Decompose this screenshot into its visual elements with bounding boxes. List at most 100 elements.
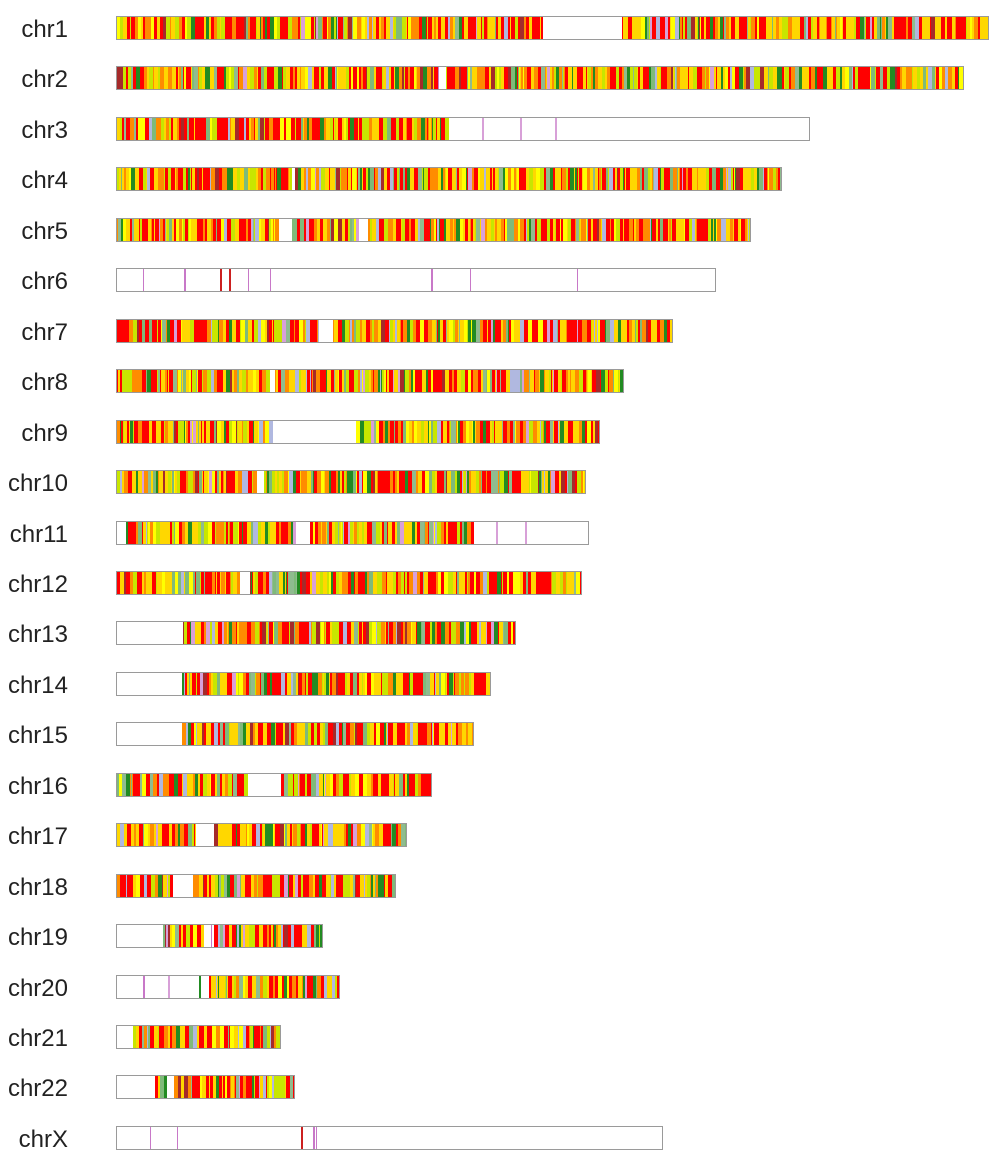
band <box>398 370 400 392</box>
chromosome-bar[interactable] <box>116 571 582 595</box>
band <box>496 572 497 594</box>
band <box>319 168 321 190</box>
band <box>389 622 393 644</box>
chromosome-bar[interactable] <box>116 722 474 746</box>
band <box>405 622 407 644</box>
band <box>414 118 417 140</box>
band <box>297 723 301 745</box>
band <box>423 168 424 190</box>
band <box>295 17 298 39</box>
band <box>703 17 704 39</box>
band <box>518 67 519 89</box>
band <box>349 67 350 89</box>
chromosome-bar[interactable] <box>116 420 600 444</box>
band <box>849 67 852 89</box>
band <box>398 824 399 846</box>
band <box>189 370 191 392</box>
band <box>350 320 352 342</box>
chromosome-bar[interactable] <box>116 773 432 797</box>
band <box>288 168 289 190</box>
band <box>285 572 286 594</box>
band <box>163 219 165 241</box>
chromosome-bar[interactable] <box>116 975 340 999</box>
band <box>467 572 468 594</box>
chromosome-bar[interactable] <box>116 1025 281 1049</box>
band <box>319 824 321 846</box>
band <box>332 471 336 493</box>
chromosome-bar[interactable] <box>116 924 323 948</box>
band <box>422 17 426 39</box>
band <box>300 824 301 846</box>
band <box>396 118 399 140</box>
band <box>191 1076 192 1098</box>
band <box>356 875 360 897</box>
band <box>386 370 387 392</box>
band <box>668 219 669 241</box>
band <box>196 421 198 443</box>
band <box>229 622 232 644</box>
band <box>441 118 445 140</box>
band <box>510 17 511 39</box>
band <box>174 421 176 443</box>
band <box>292 17 295 39</box>
chromosome-bar[interactable] <box>116 167 782 191</box>
band <box>365 673 367 695</box>
band <box>474 168 476 190</box>
band <box>293 471 296 493</box>
chromosome-bar[interactable] <box>116 823 407 847</box>
chromosome-bar[interactable] <box>116 470 586 494</box>
band <box>316 1127 317 1149</box>
band <box>208 572 212 594</box>
chromosome-bar[interactable] <box>116 268 716 292</box>
chromosome-bar[interactable] <box>116 1075 295 1099</box>
band <box>404 572 405 594</box>
band <box>446 320 447 342</box>
band <box>117 471 120 493</box>
band <box>216 421 217 443</box>
band <box>405 219 409 241</box>
band <box>866 67 870 89</box>
chromosome-bar[interactable] <box>116 521 589 545</box>
band <box>330 723 332 745</box>
band <box>941 17 945 39</box>
chromosome-bar[interactable] <box>116 621 516 645</box>
band <box>715 17 718 39</box>
band <box>236 320 240 342</box>
band <box>407 572 409 594</box>
band <box>928 67 932 89</box>
band <box>238 723 240 745</box>
band <box>117 572 120 594</box>
band <box>250 168 252 190</box>
chromosome-bar[interactable] <box>116 1126 663 1150</box>
band <box>132 774 133 796</box>
chromosome-bar[interactable] <box>116 218 751 242</box>
band <box>330 824 333 846</box>
chromosome-bar[interactable] <box>116 369 624 393</box>
band <box>887 67 890 89</box>
band <box>555 168 559 190</box>
band <box>311 168 315 190</box>
band <box>188 723 191 745</box>
chromosome-bar[interactable] <box>116 16 989 40</box>
band <box>206 118 210 140</box>
chromosome-bar[interactable] <box>116 319 673 343</box>
band <box>329 522 332 544</box>
chromosome-bar[interactable] <box>116 117 810 141</box>
band <box>376 723 380 745</box>
band <box>679 17 680 39</box>
band <box>194 320 197 342</box>
band <box>701 67 702 89</box>
band <box>341 673 345 695</box>
band <box>543 421 544 443</box>
band <box>193 118 194 140</box>
band <box>731 17 735 39</box>
band <box>724 17 726 39</box>
chromosome-row-chr21: chr21 <box>0 1025 991 1052</box>
band <box>259 421 263 443</box>
chromosome-bar[interactable] <box>116 66 964 90</box>
band <box>434 17 436 39</box>
chromosome-bar[interactable] <box>116 672 491 696</box>
band <box>235 1076 236 1098</box>
band <box>483 471 485 493</box>
chromosome-bar[interactable] <box>116 874 396 898</box>
